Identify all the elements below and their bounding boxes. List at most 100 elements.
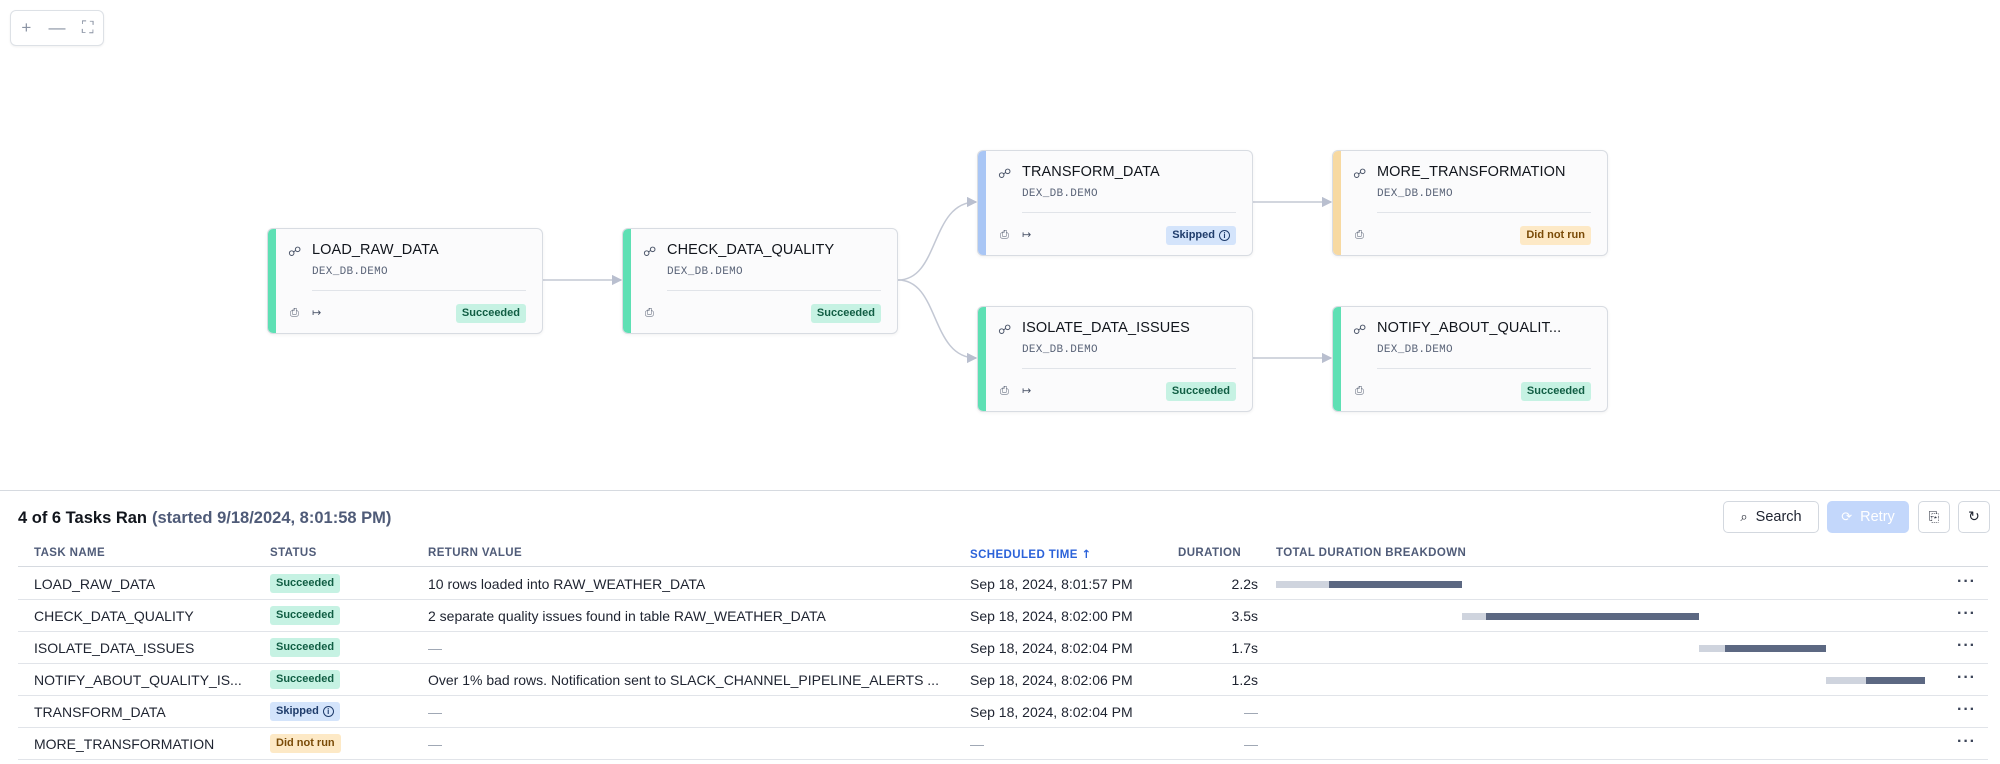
task-name-cell[interactable]: LOAD_RAW_DATA (34, 576, 156, 592)
row-actions-icon[interactable]: ··· (1957, 733, 1976, 750)
task-node-check-data-quality[interactable]: ☍ CHECK_DATA_QUALITY DEX_DB.DEMO ⎙ Succe… (622, 228, 898, 334)
duration-cell: — (1244, 736, 1258, 752)
task-icon: ☍ (288, 245, 302, 260)
search-label: Search (1755, 509, 1802, 525)
node-schema: DEX_DB.DEMO (1022, 344, 1098, 356)
sql-file-icon: ⎙ (1000, 228, 1009, 241)
divider (1377, 212, 1591, 213)
task-node-isolate-data-issues[interactable]: ☍ ISOLATE_DATA_ISSUES DEX_DB.DEMO ⎙ ↦ Su… (977, 306, 1253, 412)
refresh-button[interactable]: ↻ (1958, 501, 1990, 533)
table-row[interactable]: NOTIFY_ABOUT_QUALITY_IS... Succeeded Over … (18, 664, 1988, 696)
retry-button[interactable]: ⟳ Retry (1827, 501, 1909, 533)
task-run-panel: 4 of 6 Tasks Ran (started 9/18/2024, 8:0… (0, 490, 2000, 764)
node-schema: DEX_DB.DEMO (1377, 344, 1453, 356)
node-schema: DEX_DB.DEMO (312, 266, 388, 278)
task-graph-canvas[interactable]: + — ⛶ ☍ LOAD_RAW_DATA DEX_DB.DEMO ⎙ ↦ Su… (0, 0, 2000, 490)
task-name-cell[interactable]: TRANSFORM_DATA (34, 704, 166, 720)
zoom-controls: + — ⛶ (10, 10, 104, 46)
row-actions-icon[interactable]: ··· (1957, 637, 1976, 654)
row-actions-icon[interactable]: ··· (1957, 573, 1976, 590)
info-icon[interactable]: i (1219, 230, 1230, 241)
return-value-cell: Over 1% bad rows. Notification sent to S… (428, 672, 939, 688)
table-row[interactable]: TRANSFORM_DATA Skipped i — Sep 18, 2024, 8:0… (18, 696, 1988, 728)
sql-file-icon: ⎙ (1000, 384, 1009, 397)
divider (667, 290, 881, 291)
status-stripe (268, 229, 276, 333)
info-icon[interactable]: i (322, 706, 334, 717)
col-task-name[interactable]: TASK NAME (34, 547, 106, 559)
return-value-cell: 10 rows loaded into RAW_WEATHER_DATA (428, 576, 706, 592)
task-node-load-raw-data[interactable]: ☍ LOAD_RAW_DATA DEX_DB.DEMO ⎙ ↦ Succeede… (267, 228, 543, 334)
table-row[interactable]: MORE_TRANSFORMATION Did not run — — — ··· (18, 728, 1988, 760)
refresh-icon: ↻ (1968, 509, 1980, 525)
col-return-value[interactable]: RETURN VALUE (428, 547, 523, 559)
return-value-icon: ↦ (312, 306, 322, 319)
queued-duration-bar (1699, 645, 1726, 652)
search-button[interactable]: ⌕ Search (1723, 501, 1819, 533)
return-value-cell: — (428, 704, 442, 720)
scheduled-time-cell: — (970, 736, 984, 752)
scheduled-time-cell: Sep 18, 2024, 8:02:00 PM (970, 608, 1133, 624)
status-label: Skipped (1172, 229, 1215, 241)
edge-check-transform (897, 196, 978, 281)
divider (312, 290, 526, 291)
task-name-cell[interactable]: NOTIFY_ABOUT_QUALITY_IS... (34, 672, 242, 688)
status-badge: Succeeded (1520, 382, 1591, 401)
task-icon: ☍ (1353, 167, 1367, 182)
fit-view-icon[interactable]: ⛶ (81, 18, 94, 37)
return-value-cell: — (428, 640, 442, 656)
col-duration[interactable]: DURATION (1178, 547, 1242, 559)
table-row[interactable]: CHECK_DATA_QUALITY Succeeded 2 separate qu… (18, 600, 1988, 632)
queued-duration-bar (1276, 581, 1329, 588)
task-name-cell[interactable]: CHECK_DATA_QUALITY (34, 608, 194, 624)
queued-duration-bar (1461, 613, 1486, 620)
col-duration-breakdown[interactable]: TOTAL DURATION BREAKDOWN (1276, 547, 1467, 559)
status-badge: Did not run (270, 734, 341, 753)
scheduled-time-cell: Sep 18, 2024, 8:02:04 PM (970, 704, 1133, 720)
task-icon: ☍ (643, 245, 657, 260)
node-schema: DEX_DB.DEMO (1022, 188, 1098, 200)
zoom-in-icon[interactable]: + (21, 18, 32, 37)
node-title: LOAD_RAW_DATA (312, 242, 439, 258)
edge-check-isolate (897, 279, 978, 364)
duration-cell: 2.2s (1231, 576, 1258, 592)
node-title: CHECK_DATA_QUALITY (667, 242, 835, 258)
status-stripe (978, 151, 986, 255)
sort-asc-icon: ↑ (1081, 547, 1092, 561)
status-stripe (978, 307, 986, 411)
return-value-icon: ↦ (1022, 384, 1032, 397)
task-node-more-transformation[interactable]: ☍ MORE_TRANSFORMATION DEX_DB.DEMO ⎙ Did … (1332, 150, 1608, 256)
status-label: Skipped (276, 705, 319, 717)
status-stripe (1333, 307, 1341, 411)
status-badge: Succeeded (270, 606, 341, 625)
col-status[interactable]: STATUS (270, 547, 317, 559)
sql-file-icon: ⎙ (1355, 384, 1364, 397)
return-value-icon: ↦ (1022, 228, 1032, 241)
status-badge: Succeeded (270, 574, 341, 593)
divider (1377, 368, 1591, 369)
row-actions-icon[interactable]: ··· (1957, 669, 1976, 686)
task-name-cell[interactable]: MORE_TRANSFORMATION (34, 736, 215, 752)
row-actions-icon[interactable]: ··· (1957, 605, 1976, 622)
task-node-notify-about-quality-issues[interactable]: ☍ NOTIFY_ABOUT_QUALIT... DEX_DB.DEMO ⎙ S… (1332, 306, 1608, 412)
task-node-transform-data[interactable]: ☍ TRANSFORM_DATA DEX_DB.DEMO ⎙ ↦ Skipped… (977, 150, 1253, 256)
scheduled-time-cell: Sep 18, 2024, 8:02:06 PM (970, 672, 1133, 688)
status-badge: Succeeded (270, 638, 341, 657)
sql-file-icon: ⎙ (290, 306, 299, 319)
duration-cell: — (1244, 704, 1258, 720)
search-icon: ⌕ (1740, 509, 1748, 525)
zoom-out-icon[interactable]: — (48, 18, 66, 37)
table-row[interactable]: ISOLATE_DATA_ISSUES Succeeded — Sep 18, 202… (18, 632, 1988, 664)
row-actions-icon[interactable]: ··· (1957, 701, 1976, 718)
table-row[interactable]: LOAD_RAW_DATA Succeeded 10 rows loaded int… (18, 568, 1988, 600)
execution-duration-bar (1485, 613, 1700, 620)
task-icon: ☍ (998, 323, 1012, 338)
node-title: NOTIFY_ABOUT_QUALIT... (1377, 320, 1562, 336)
divider (1022, 212, 1236, 213)
col-scheduled-time[interactable]: SCHEDULED TIME ↑ (970, 547, 1091, 561)
task-name-cell[interactable]: ISOLATE_DATA_ISSUES (34, 640, 195, 656)
status-badge: Skipped i (270, 702, 340, 721)
export-button[interactable]: ⎘ (1918, 501, 1950, 533)
node-title: ISOLATE_DATA_ISSUES (1022, 320, 1190, 336)
scheduled-time-cell: Sep 18, 2024, 8:01:57 PM (970, 576, 1133, 592)
